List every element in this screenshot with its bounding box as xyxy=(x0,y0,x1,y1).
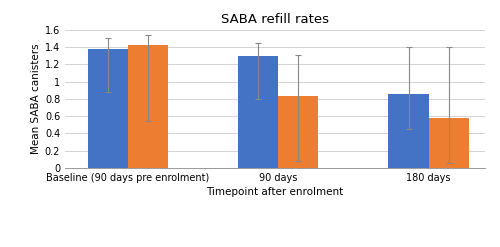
Bar xyxy=(428,118,469,168)
Title: SABA refill rates: SABA refill rates xyxy=(221,13,329,26)
Bar xyxy=(238,56,278,168)
Bar xyxy=(88,49,128,168)
Bar xyxy=(278,96,318,168)
Bar xyxy=(388,95,428,168)
X-axis label: Timepoint after enrolment: Timepoint after enrolment xyxy=(206,187,344,197)
Bar xyxy=(128,45,168,168)
Y-axis label: Mean SABA canisters: Mean SABA canisters xyxy=(30,43,40,154)
